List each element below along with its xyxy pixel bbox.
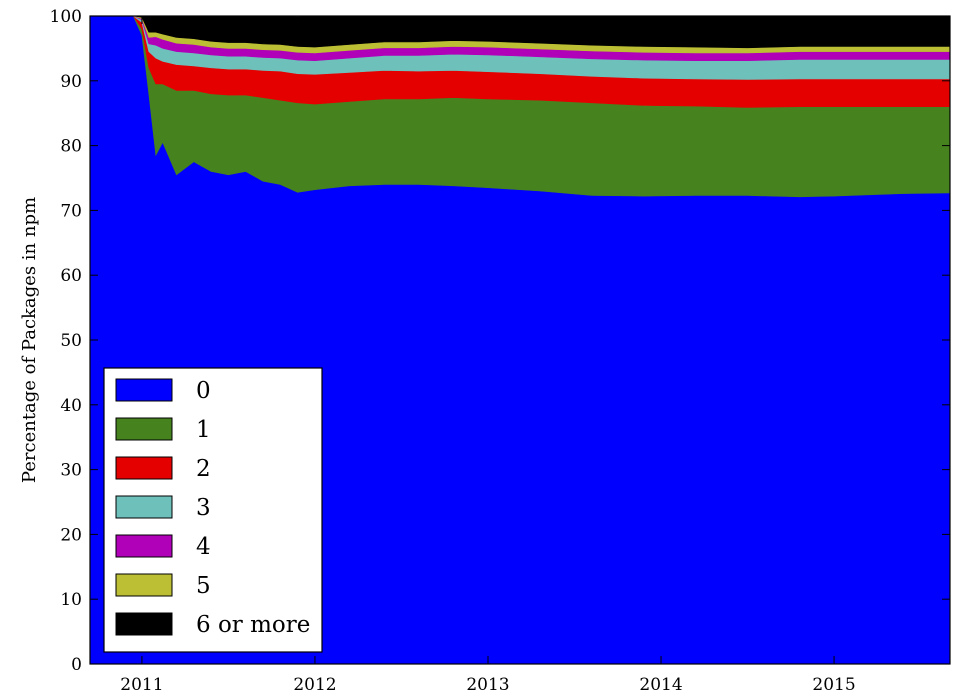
legend-label: 4: [196, 534, 211, 560]
legend: 0 1 2 3 4 5 6 or more: [103, 367, 323, 653]
y-tick-label: 0: [71, 655, 82, 675]
legend-swatch: [115, 378, 173, 402]
legend-swatch: [115, 612, 173, 636]
y-tick-label: 30: [60, 461, 82, 481]
y-tick-label: 70: [60, 201, 82, 221]
legend-label: 6 or more: [196, 612, 310, 638]
legend-label: 3: [196, 495, 211, 521]
legend-label: 2: [196, 456, 211, 482]
x-tick-label: 2014: [639, 675, 682, 695]
legend-swatch: [115, 456, 173, 480]
x-tick-label: 2013: [466, 675, 509, 695]
y-axis-label: Percentage of Packages in npm: [19, 197, 40, 483]
y-tick-label: 100: [50, 7, 82, 27]
legend-label: 0: [196, 378, 211, 404]
legend-swatch: [115, 495, 173, 519]
legend-swatch: [115, 417, 173, 441]
legend-swatch: [115, 534, 173, 558]
x-tick-label: 2015: [812, 675, 855, 695]
x-tick-label: 2012: [293, 675, 336, 695]
y-tick-label: 20: [60, 525, 82, 545]
legend-swatch: [115, 573, 173, 597]
legend-label: 1: [196, 417, 211, 443]
x-tick-label: 2011: [120, 675, 163, 695]
y-tick-label: 40: [60, 396, 82, 416]
y-tick-label: 80: [60, 137, 82, 157]
y-tick-label: 50: [60, 331, 82, 351]
y-tick-label: 90: [60, 72, 82, 92]
legend-label: 5: [196, 573, 211, 599]
y-tick-label: 10: [60, 590, 82, 610]
y-tick-label: 60: [60, 266, 82, 286]
